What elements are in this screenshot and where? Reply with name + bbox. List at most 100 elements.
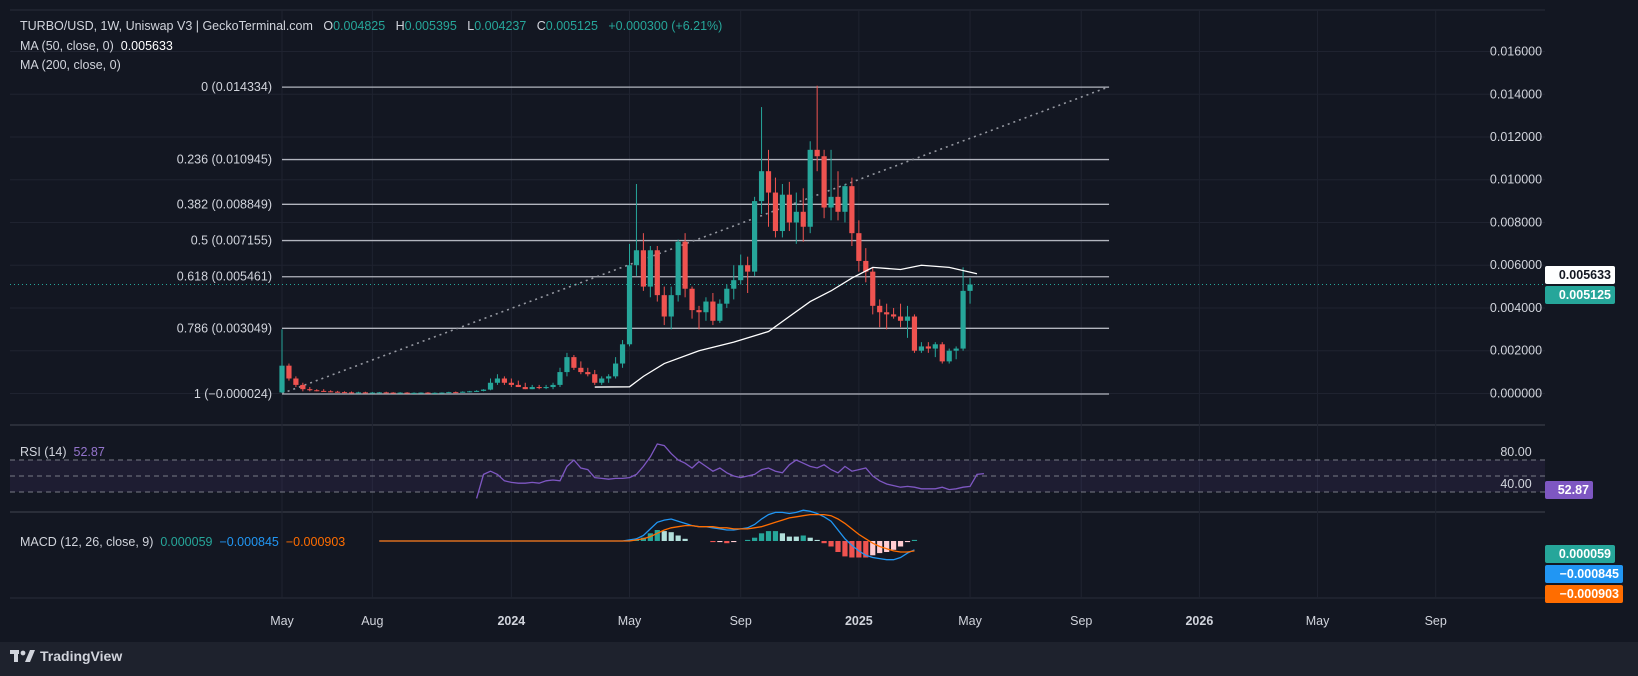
candle-body <box>918 346 924 351</box>
fib-level-label: 0.5 (0.007155) <box>191 234 272 248</box>
time-axis-tick: 2025 <box>845 614 873 628</box>
candle-body <box>633 250 640 266</box>
time-axis-tick: May <box>270 614 294 628</box>
ma50-legend[interactable]: MA (50, close, 0) 0.005633 <box>20 39 173 53</box>
candle-body <box>800 211 806 227</box>
candle-body <box>939 344 945 362</box>
candle-body <box>619 344 626 364</box>
macd-histogram-bar <box>654 530 660 541</box>
fib-level-label: 0.786 (0.003049) <box>177 321 272 335</box>
macd-signal-badge: −0.000903 <box>1545 585 1623 603</box>
candle-body <box>307 389 313 391</box>
macd-histogram-bar <box>793 536 799 541</box>
macd-line-badge: −0.000845 <box>1545 565 1623 583</box>
chart-background <box>0 0 1638 642</box>
candle-body <box>397 392 403 394</box>
candle-body <box>480 389 487 391</box>
rsi-axis-tick: 80.00 <box>1500 445 1531 459</box>
fib-level-label: 0.618 (0.005461) <box>177 270 272 284</box>
candle-body <box>654 250 660 296</box>
macd-histogram-bar <box>807 537 813 541</box>
time-axis-tick: 2026 <box>1185 614 1213 628</box>
rsi-legend[interactable]: RSI (14) 52.87 <box>20 445 105 459</box>
candle-body <box>286 365 292 379</box>
candle-body <box>807 149 813 227</box>
macd-histogram-bar <box>724 541 730 544</box>
candle-body <box>411 392 417 394</box>
macd-histogram-bar <box>891 541 897 550</box>
high-label: H <box>395 19 405 33</box>
candle-body <box>501 378 507 383</box>
tradingview-logo[interactable]: TradingView <box>10 648 122 664</box>
candle-body <box>884 312 890 315</box>
open-value: 0.004825 <box>333 19 386 33</box>
candle-body <box>703 301 709 313</box>
open-label: O <box>323 19 334 33</box>
candle-body <box>460 391 466 393</box>
rsi-label: RSI (14) <box>20 445 67 459</box>
candle-body <box>772 192 779 232</box>
candle-body <box>946 350 952 362</box>
candle-body <box>536 387 542 389</box>
candle-body <box>960 290 966 349</box>
candle-body <box>758 171 765 202</box>
macd-histogram-bar <box>668 532 674 541</box>
candle-body <box>543 387 549 389</box>
candle-body <box>369 392 375 394</box>
candle-body <box>689 288 695 311</box>
time-axis-tick: Aug <box>361 614 383 628</box>
candle-body <box>710 301 716 321</box>
price-axis-tick: 0.014000 <box>1490 87 1542 101</box>
time-axis-tick: Sep <box>1070 614 1092 628</box>
candle-body <box>522 387 528 390</box>
candle-body <box>779 194 785 232</box>
candle-body <box>362 392 368 394</box>
candle-body <box>564 357 570 373</box>
candle-body <box>355 392 362 394</box>
candle-body <box>967 284 973 291</box>
price-chart[interactable]: 0.016000 0.014000 0.012000 0.010000 0.008000… <box>0 0 1638 642</box>
time-axis-tick: 2024 <box>497 614 525 628</box>
macd-line-value: −0.000845 <box>219 535 279 549</box>
candle-body <box>585 372 591 375</box>
macd-legend[interactable]: MACD (12, 26, close, 9) 0.000059 −0.0008… <box>20 535 345 549</box>
fib-level-label: 0 (0.014334) <box>201 80 272 94</box>
macd-histogram-bar <box>675 535 681 541</box>
ma200-legend[interactable]: MA (200, close, 0) <box>20 58 121 72</box>
candle-body <box>828 196 834 208</box>
candle-body <box>724 288 730 304</box>
fib-level-label: 0.236 (0.010945) <box>177 153 272 167</box>
macd-histogram-bar <box>835 541 841 552</box>
candle-body <box>467 391 473 393</box>
candle-body <box>752 201 758 272</box>
footer-bar <box>0 642 1638 676</box>
candle-body <box>738 265 744 281</box>
price-axis-tick: 0.008000 <box>1490 215 1542 229</box>
macd-histogram-bar <box>821 541 827 544</box>
time-axis-tick: May <box>1306 614 1330 628</box>
candle-body <box>717 303 723 321</box>
low-label: L <box>467 19 475 33</box>
candle-body <box>613 363 619 377</box>
candle-body <box>745 265 751 272</box>
candle-body <box>432 392 438 394</box>
rsi-line <box>475 443 985 499</box>
candle-body <box>786 194 792 223</box>
candle-body <box>321 390 327 392</box>
candle-body <box>911 316 918 351</box>
macd-histogram-bar <box>814 539 820 541</box>
candle-body <box>592 374 598 383</box>
ma-price-badge: 0.005633 <box>1545 266 1615 284</box>
candle-body <box>856 233 862 261</box>
close-label: C <box>536 19 546 33</box>
macd-histogram-bar <box>710 541 716 543</box>
candle-body <box>821 156 827 208</box>
macd-signal-line <box>379 513 915 553</box>
macd-histogram-bar <box>752 537 758 541</box>
macd-hist-value: 0.000059 <box>160 535 213 549</box>
rsi-badge: 52.87 <box>1545 481 1593 499</box>
candle-body <box>863 260 869 272</box>
macd-histogram-bar <box>758 533 765 541</box>
candle-body <box>383 392 389 394</box>
